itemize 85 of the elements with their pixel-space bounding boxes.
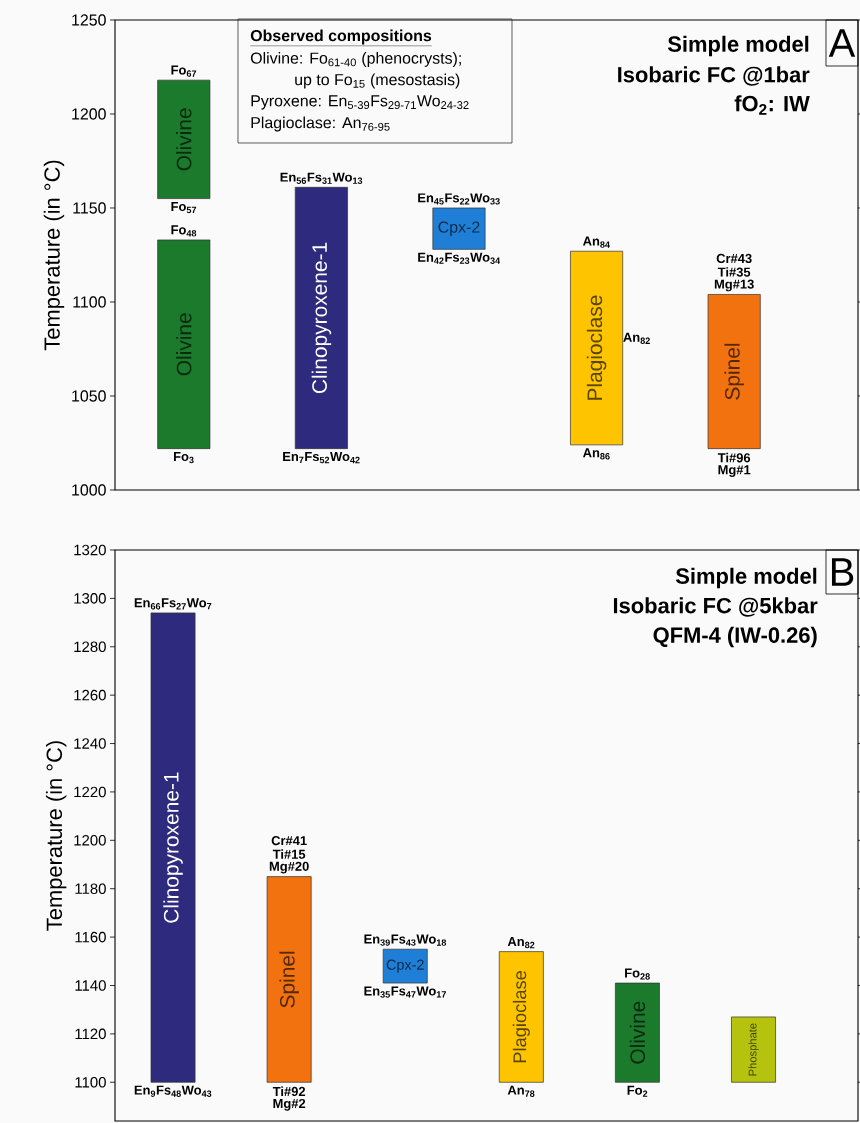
annotation: Ti#15 — [272, 849, 306, 859]
category-label: Olivine — [176, 108, 192, 171]
text: Isobaric FC @5kbar — [613, 597, 818, 617]
y-tick-label: 1300 — [74, 593, 106, 604]
y-tick-label: 1240 — [74, 738, 106, 749]
category-label: Phosphate — [748, 1023, 759, 1076]
annotation: Fo$_{48}$ — [171, 225, 197, 237]
category-label: Cpx-2 — [386, 959, 424, 973]
annotation: Mg#20 — [269, 861, 309, 874]
y-tick-label: 1050 — [72, 390, 106, 402]
y-tick-label: 1220 — [74, 786, 106, 798]
bar — [731, 1016, 776, 1083]
bar — [157, 79, 211, 199]
y-tick-label: 1260 — [74, 689, 106, 701]
bar — [150, 612, 196, 1083]
category-label: Olivine — [629, 1001, 646, 1064]
bar — [294, 186, 348, 449]
annotation: En$_{42}$Fs$_{23}$Wo$_{34}$ — [418, 252, 501, 264]
annotation: fO$_{2}$: IW — [734, 95, 810, 115]
annotation: An$_{78}$ — [507, 1085, 535, 1097]
annotation: En$_{45}$Fs$_{22}$Wo$_{33}$ — [418, 193, 500, 205]
y-tick-label: 1000 — [72, 484, 106, 496]
y-axis-title: Temperature (in °C) — [45, 741, 67, 931]
y-tick-label: 1150 — [73, 202, 106, 214]
category-label: Cpx-2 — [438, 221, 480, 236]
annotation: Fo$_{57}$ — [171, 202, 197, 214]
bar — [498, 951, 544, 1083]
annotation: Mg#13 — [714, 279, 754, 292]
y-tick-label: 1100 — [75, 1076, 106, 1088]
annotation: QFM-4 (IW-0.26) — [653, 626, 817, 648]
y-tick-label: 1200 — [74, 835, 106, 846]
category-label: Plagioclase — [512, 971, 530, 1063]
text: Simple model — [675, 567, 817, 589]
annotation: Fo$_{2}$ — [627, 1085, 648, 1097]
y-tick-label: 1120 — [75, 1028, 106, 1040]
bar — [707, 294, 761, 449]
annotation: Fo$_{67}$ — [171, 65, 197, 77]
annotation: En$_{39}$Fs$_{43}$Wo$_{18}$ — [364, 934, 447, 946]
bar — [382, 948, 428, 984]
annotation: Ti#96 — [717, 452, 751, 463]
bar — [570, 250, 624, 446]
y-tick-label: 1140 — [75, 980, 106, 991]
y-tick-label: 1250 — [72, 14, 106, 26]
y-tick-label: 1320 — [74, 544, 106, 556]
annotation: Ti#35 — [717, 267, 751, 277]
annotation: En$_{66}$Fs$_{27}$Wo$_{7}$ — [134, 598, 212, 610]
annotation: Fo$_{28}$ — [625, 968, 650, 980]
annotation: Pyroxene: En$_{5-39}$Fs$_{29-71}$Wo$_{24-32}$ — [251, 95, 469, 110]
annotation: En$_{35}$Fs$_{47}$Wo$_{17}$ — [364, 986, 446, 998]
y-tick-label: 1100 — [73, 296, 106, 308]
category-label: Clinopyroxene-1 — [311, 242, 332, 394]
y-tick-label: 1180 — [75, 883, 106, 894]
category-label: Olivine — [176, 313, 192, 376]
annotation: An$_{84}$ — [582, 236, 610, 248]
y-tick-label: 1280 — [74, 641, 106, 653]
annotation: Mg#2 — [273, 1098, 306, 1111]
annotation: Olivine: Fo$_{61-40}$ (phenocrysts); — [250, 52, 461, 67]
annotation: Observed compositions — [250, 29, 432, 45]
annotation: Fo$_{3}$ — [173, 452, 194, 464]
bar — [266, 876, 312, 1083]
annotation: A — [828, 29, 856, 57]
annotation: B — [831, 558, 854, 586]
y-axis-title: Temperature (in °C) — [43, 160, 65, 351]
bar — [615, 982, 660, 1083]
annotation: Cr#43 — [716, 253, 752, 264]
category-label: Plagioclase — [586, 295, 607, 400]
bar — [432, 207, 486, 250]
annotation: An$_{82}$ — [623, 332, 650, 344]
annotation: An$_{82}$ — [507, 937, 535, 949]
y-tick-label: 1160 — [75, 931, 106, 943]
annotation: En$_{9}$Fs$_{48}$Wo$_{43}$ — [134, 1085, 212, 1097]
annotation: Cr#41 — [271, 836, 307, 846]
annotation: up to Fo$_{15}$ (mesostasis) — [295, 73, 460, 89]
category-label: Clinopyroxene-1 — [163, 772, 183, 923]
category-label: Spinel — [279, 951, 299, 1008]
annotation: En$_{56}$Fs$_{31}$Wo$_{13}$ — [280, 172, 363, 184]
text: Simple model — [667, 35, 809, 57]
annotation: Mg#1 — [718, 465, 751, 477]
annotation: En$_{7}$Fs$_{52}$Wo$_{42}$ — [283, 452, 360, 464]
y-tick-label: 1200 — [72, 108, 106, 120]
annotation: An$_{86}$ — [582, 448, 610, 460]
annotation: Ti#92 — [272, 1086, 306, 1097]
text: Isobaric FC @1bar — [618, 66, 810, 86]
annotation: Plagioclase: An$_{76-95}$ — [251, 116, 390, 132]
category-label: Spinel — [724, 343, 744, 400]
